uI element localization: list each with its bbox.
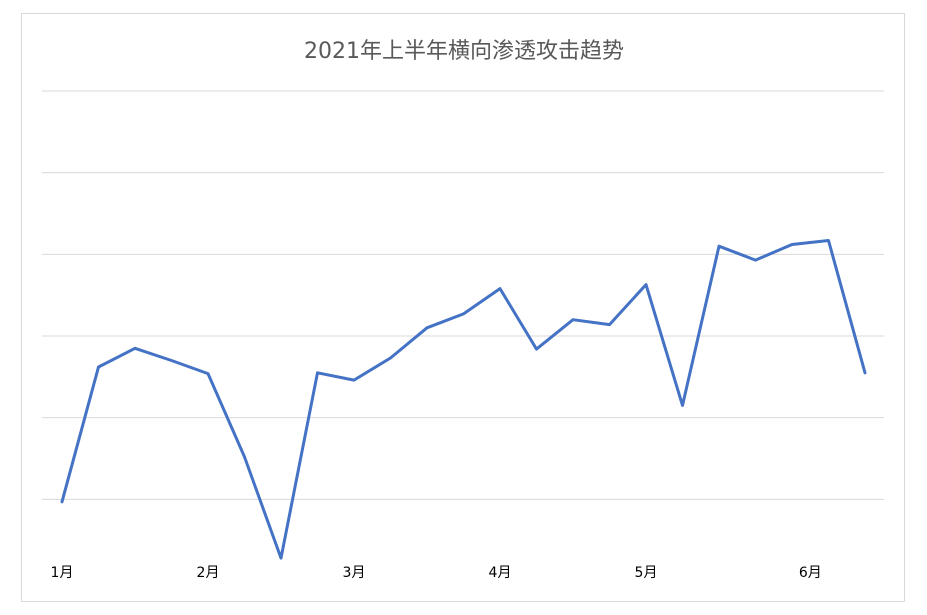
x-tick-label-6: 6月 [799, 565, 822, 581]
x-tick-label-5: 5月 [635, 565, 658, 581]
x-tick-label-4: 4月 [489, 565, 512, 581]
series-layer [60, 239, 867, 560]
x-tick-label-1: 1月 [51, 565, 74, 581]
x-axis-tick-labels: 1月 2月 3月 4月 5月 6月 [51, 565, 822, 581]
gridlines [42, 90, 884, 500]
x-tick-label-2: 2月 [197, 565, 220, 581]
x-tick-label-3: 3月 [343, 565, 366, 581]
chart-frame: 2021年上半年横向渗透攻击趋势 1月 2月 3月 4月 5月 6月 [21, 13, 905, 602]
chart-title: 2021年上半年横向渗透攻击趋势 [304, 39, 624, 64]
line-chart: 2021年上半年横向渗透攻击趋势 1月 2月 3月 4月 5月 6月 [42, 39, 884, 581]
series-line-1 [60, 239, 867, 560]
